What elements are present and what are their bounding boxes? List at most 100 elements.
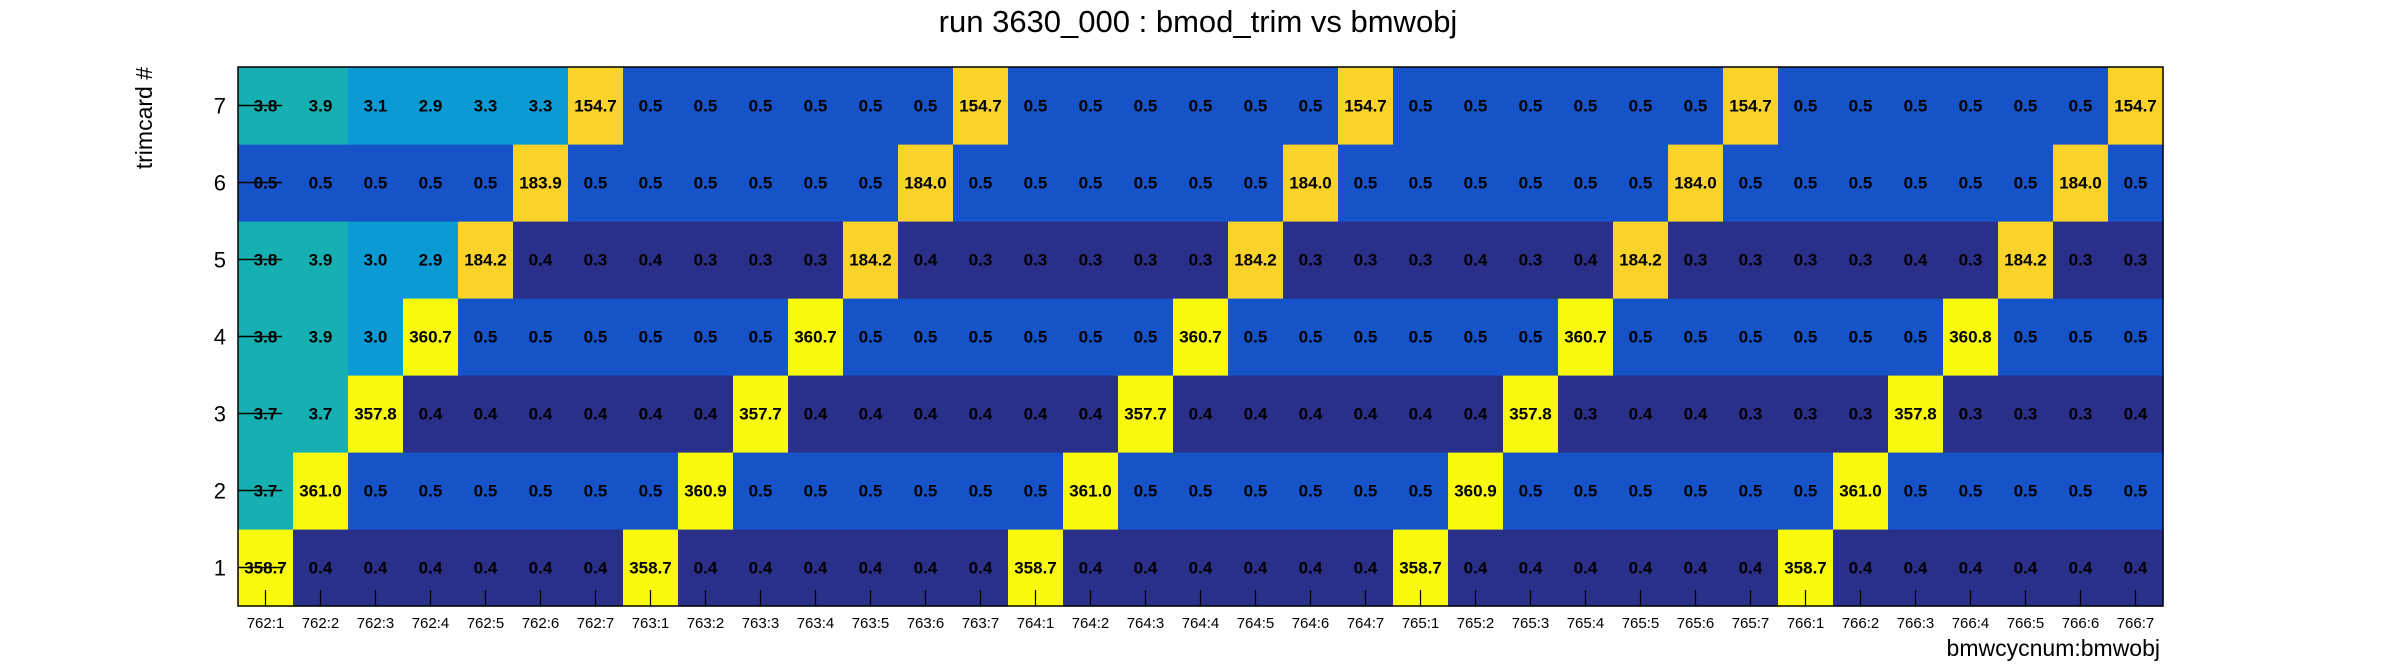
heatmap-cell bbox=[843, 298, 899, 376]
cell-value-label: 0.5 bbox=[2124, 482, 2148, 501]
heatmap-cell bbox=[1503, 298, 1559, 376]
cell-value-label: 0.3 bbox=[804, 251, 828, 270]
cell-value-label: 0.5 bbox=[914, 97, 938, 116]
cell-value-label: 0.5 bbox=[639, 97, 663, 116]
x-tick-label: 762:7 bbox=[577, 615, 615, 632]
cell-value-label: 0.5 bbox=[1904, 482, 1928, 501]
heatmap-cell bbox=[403, 375, 459, 453]
heatmap-cell bbox=[1613, 67, 1669, 145]
cell-value-label: 0.5 bbox=[639, 328, 663, 347]
heatmap-cell bbox=[348, 67, 404, 145]
heatmap-cell bbox=[403, 221, 459, 299]
heatmap-cell bbox=[733, 221, 789, 299]
heatmap-cell bbox=[1888, 375, 1944, 453]
cell-value-label: 0.5 bbox=[1794, 328, 1818, 347]
heatmap-cell bbox=[678, 144, 734, 222]
cell-value-label: 0.4 bbox=[2124, 559, 2148, 578]
heatmap-cell bbox=[623, 298, 679, 376]
cell-value-label: 0.5 bbox=[584, 482, 608, 501]
cell-value-label: 0.5 bbox=[1739, 482, 1763, 501]
cell-value-label: 0.5 bbox=[1629, 97, 1653, 116]
x-tick-label: 763:5 bbox=[852, 615, 890, 632]
x-tick-label: 762:6 bbox=[522, 615, 560, 632]
heatmap-cell bbox=[1063, 375, 1119, 453]
heatmap-cell bbox=[1888, 144, 1944, 222]
heatmap-cell bbox=[1173, 375, 1229, 453]
cell-value-label: 0.5 bbox=[694, 174, 718, 193]
cell-value-label: 0.5 bbox=[1244, 174, 1268, 193]
heatmap-cell bbox=[458, 375, 514, 453]
heatmap-cell bbox=[1558, 221, 1614, 299]
heatmap-cell bbox=[1118, 298, 1174, 376]
cell-value-label: 0.5 bbox=[1299, 328, 1323, 347]
cell-value-label: 0.5 bbox=[1849, 97, 1873, 116]
cell-value-label: 0.5 bbox=[1354, 328, 1378, 347]
heatmap-cell bbox=[1448, 144, 1504, 222]
heatmap-cell bbox=[1943, 67, 1999, 145]
heatmap-cell bbox=[1448, 375, 1504, 453]
cell-value-label: 0.5 bbox=[1959, 97, 1983, 116]
heatmap-cell bbox=[568, 67, 624, 145]
x-tick-label: 766:5 bbox=[2007, 615, 2045, 632]
heatmap-cell bbox=[403, 298, 459, 376]
cell-value-label: 0.5 bbox=[1024, 97, 1048, 116]
heatmap-cell bbox=[1998, 67, 2054, 145]
heatmap-cell bbox=[458, 67, 514, 145]
heatmap-cell bbox=[1833, 67, 1889, 145]
heatmap-cell bbox=[1613, 375, 1669, 453]
cell-value-label: 0.5 bbox=[969, 482, 993, 501]
x-tick-label: 763:1 bbox=[632, 615, 670, 632]
heatmap-cell bbox=[513, 452, 569, 530]
heatmap-cell bbox=[2053, 67, 2109, 145]
cell-value-label: 0.5 bbox=[749, 97, 773, 116]
heatmap-cell bbox=[293, 375, 349, 453]
heatmap-cell bbox=[1998, 298, 2054, 376]
heatmap-cell bbox=[1173, 298, 1229, 376]
cell-value-label: 0.5 bbox=[1959, 482, 1983, 501]
heatmap-cell bbox=[1063, 452, 1119, 530]
heatmap-cell bbox=[1943, 298, 1999, 376]
heatmap-cell bbox=[1723, 221, 1779, 299]
x-tick-label: 765:6 bbox=[1677, 615, 1715, 632]
cell-value-label: 154.7 bbox=[2114, 97, 2157, 116]
cell-value-label: 360.7 bbox=[1179, 328, 1222, 347]
cell-value-label: 0.3 bbox=[1409, 251, 1433, 270]
cell-value-label: 0.5 bbox=[2014, 482, 2038, 501]
heatmap-cell bbox=[1998, 452, 2054, 530]
heatmap-cell bbox=[1338, 67, 1394, 145]
heatmap-cell bbox=[898, 144, 954, 222]
cell-value-label: 0.5 bbox=[2014, 328, 2038, 347]
heatmap-cell bbox=[1503, 375, 1559, 453]
cell-value-label: 0.3 bbox=[584, 251, 608, 270]
cell-value-label: 0.3 bbox=[1079, 251, 1103, 270]
cell-value-label: 0.5 bbox=[419, 174, 443, 193]
cell-value-label: 357.7 bbox=[1124, 405, 1167, 424]
cell-value-label: 0.4 bbox=[2124, 405, 2148, 424]
y-axis-title: trimcard # bbox=[131, 67, 157, 169]
cell-value-label: 0.5 bbox=[1739, 174, 1763, 193]
cell-value-label: 0.5 bbox=[1519, 328, 1543, 347]
heatmap-cell bbox=[678, 452, 734, 530]
cell-value-label: 0.5 bbox=[1684, 97, 1708, 116]
cell-value-label: 0.5 bbox=[584, 328, 608, 347]
cell-value-label: 0.5 bbox=[1244, 482, 1268, 501]
x-tick-label: 766:3 bbox=[1897, 615, 1935, 632]
heatmap-cell bbox=[568, 221, 624, 299]
cell-value-label: 0.3 bbox=[1134, 251, 1158, 270]
heatmap-cell bbox=[678, 67, 734, 145]
heatmap-cell bbox=[1998, 144, 2054, 222]
x-tick-label: 763:3 bbox=[742, 615, 780, 632]
heatmap-cell bbox=[403, 144, 459, 222]
cell-value-label: 0.5 bbox=[639, 174, 663, 193]
heatmap-cell bbox=[1393, 452, 1449, 530]
cell-value-label: 0.4 bbox=[1574, 251, 1598, 270]
cell-value-label: 0.5 bbox=[584, 174, 608, 193]
x-tick-label: 765:7 bbox=[1732, 615, 1770, 632]
heatmap-cell bbox=[623, 144, 679, 222]
cell-value-label: 0.5 bbox=[1574, 482, 1598, 501]
y-tick-label: 3 bbox=[214, 402, 226, 427]
heatmap-cell bbox=[1393, 221, 1449, 299]
heatmap-cell bbox=[733, 375, 789, 453]
heatmap-cell bbox=[1778, 67, 1834, 145]
heatmap-cell bbox=[843, 221, 899, 299]
